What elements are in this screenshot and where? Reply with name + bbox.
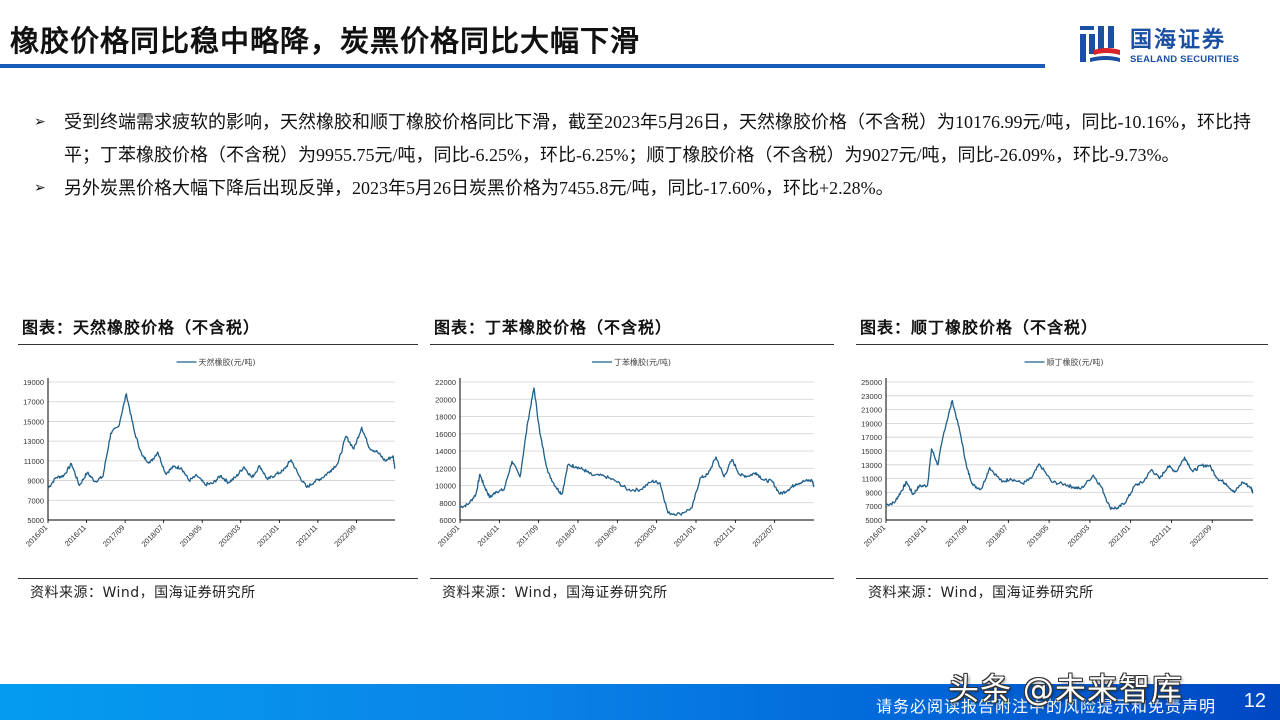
chart-top-rule [856, 344, 1268, 345]
page-number: 12 [1243, 690, 1266, 712]
x-tick-label: 2021/01 [672, 523, 698, 549]
y-tick-label: 7000 [27, 496, 44, 505]
x-tick-label: 2016/11 [903, 523, 928, 548]
bullet-item: ➢ 另外炭黑价格大幅下降后出现反弹，2023年5月26日炭黑价格为7455.8元… [32, 172, 1257, 205]
svg-text:丁苯橡胶(元/吨): 丁苯橡胶(元/吨) [614, 357, 671, 367]
chart-legend: 天然橡胶(元/吨) [176, 357, 256, 367]
x-tick-label: 2021/11 [1148, 523, 1173, 548]
y-tick-label: 11000 [862, 475, 882, 484]
x-tick-label: 2018/07 [984, 523, 1010, 549]
bullet-item: ➢ 受到终端需求疲软的影响，天然橡胶和顺丁橡胶价格同比下滑，截至2023年5月2… [32, 106, 1257, 172]
chart-title: 图表：丁苯橡胶价格（不含税） [434, 318, 673, 337]
y-tick-label: 8000 [439, 499, 456, 508]
chart-title: 图表：天然橡胶价格（不含税） [22, 318, 261, 337]
y-tick-label: 13000 [23, 437, 44, 446]
x-tick-label: 2022/07 [751, 523, 777, 549]
bullet-text: 另外炭黑价格大幅下降后出现反弹，2023年5月26日炭黑价格为7455.8元/吨… [64, 178, 894, 198]
x-tick-label: 2019/05 [178, 523, 204, 549]
line-chart: 顺丁橡胶(元/吨) 5000 7000 9000 11000 13000 15000 1700… [861, 357, 1254, 549]
sealand-logo-icon [1080, 26, 1120, 62]
x-tick-label: 2021/11 [712, 523, 737, 548]
chart-legend: 顺丁橡胶(元/吨) [1024, 357, 1104, 367]
line-chart: 丁苯橡胶(元/吨) 6000 8000 10000 12000 14000 16000 180… [435, 357, 815, 549]
x-tick-label: 2016/11 [63, 523, 88, 548]
y-tick-label: 5000 [865, 516, 882, 525]
y-tick-label: 11000 [24, 457, 44, 466]
chart-source: 资料来源：Wind，国海证券研究所 [868, 585, 1094, 601]
arrow-bullet-icon: ➢ [34, 115, 46, 130]
y-tick-label: 15000 [23, 417, 44, 426]
chart-bottom-rule [430, 578, 834, 579]
y-tick-label: 17000 [23, 398, 44, 407]
title-divider [0, 64, 1045, 68]
x-tick-label: 2016/01 [24, 523, 50, 549]
arrow-bullet-icon: ➢ [34, 181, 46, 196]
svg-text:天然橡胶(元/吨): 天然橡胶(元/吨) [199, 357, 256, 367]
x-tick-label: 2019/05 [1025, 523, 1051, 549]
x-tick-label: 2016/01 [862, 523, 888, 549]
y-tick-label: 23000 [861, 392, 882, 401]
logo-chinese-name: 国海证券 [1130, 28, 1227, 53]
chart-bottom-rule [18, 578, 418, 579]
line-chart: 天然橡胶(元/吨) 5000 7000 9000 11000 13000 15000 1700… [23, 357, 396, 549]
chart-legend: 丁苯橡胶(元/吨) [592, 357, 671, 367]
chart-top-rule [430, 344, 834, 345]
y-tick-label: 7000 [865, 502, 882, 511]
chart-top-rule [18, 344, 418, 345]
chart-source: 资料来源：Wind，国海证券研究所 [442, 585, 668, 601]
footer-disclaimer: 请务必阅读报告附注中的风险提示和免责声明 [875, 697, 1216, 716]
x-tick-label: 2022/09 [332, 523, 358, 549]
y-tick-label: 20000 [435, 395, 456, 404]
bullet-text: 受到终端需求疲软的影响，天然橡胶和顺丁橡胶价格同比下滑，截至2023年5月26日… [64, 112, 1251, 165]
svg-text:顺丁橡胶(元/吨): 顺丁橡胶(元/吨) [1047, 357, 1104, 367]
y-tick-label: 9000 [27, 477, 44, 486]
y-tick-label: 19000 [23, 378, 44, 387]
x-tick-label: 2021/01 [1107, 523, 1133, 549]
x-tick-label: 2018/07 [140, 523, 166, 549]
y-tick-label: 14000 [435, 447, 456, 456]
chart-panel-natural-rubber: 图表：天然橡胶价格（不含税） 天然橡胶(元/吨) 5000 7000 9000 1100… [8, 312, 418, 612]
y-tick-label: 12000 [435, 464, 456, 473]
y-tick-label: 10000 [435, 482, 456, 491]
logo-english-name: SEALAND SECURITIES [1130, 54, 1240, 65]
x-tick-label: 2021/01 [255, 523, 281, 549]
x-tick-label: 2017/09 [515, 523, 541, 549]
x-tick-label: 2019/05 [593, 523, 619, 549]
y-tick-label: 16000 [435, 430, 456, 439]
chart-panel-br-rubber: 图表：顺丁橡胶价格（不含税） 顺丁橡胶(元/吨) 5000 7000 9000 1100… [846, 312, 1271, 612]
x-tick-label: 2020/03 [217, 523, 243, 549]
company-logo: 国海证券 SEALAND SECURITIES [1078, 22, 1258, 72]
y-tick-label: 17000 [861, 433, 882, 442]
chart-bottom-rule [856, 578, 1268, 579]
y-tick-label: 25000 [861, 378, 882, 387]
y-tick-label: 6000 [439, 516, 456, 525]
y-tick-label: 15000 [861, 447, 882, 456]
chart-source: 资料来源：Wind，国海证券研究所 [30, 585, 256, 601]
y-tick-label: 19000 [861, 419, 882, 428]
x-tick-label: 2020/03 [1066, 523, 1092, 549]
x-tick-label: 2016/01 [436, 523, 462, 549]
y-tick-label: 22000 [435, 378, 456, 387]
y-tick-label: 13000 [861, 461, 882, 470]
y-tick-label: 5000 [27, 516, 44, 525]
x-tick-label: 2021/11 [294, 523, 319, 548]
x-tick-label: 2017/09 [943, 523, 969, 549]
x-tick-label: 2017/09 [101, 523, 127, 549]
y-tick-label: 9000 [865, 488, 882, 497]
x-tick-label: 2016/11 [476, 523, 501, 548]
series-line [885, 399, 1254, 510]
series-line [459, 387, 815, 516]
y-tick-label: 21000 [861, 406, 882, 415]
chart-panel-sbr-rubber: 图表：丁苯橡胶价格（不含税） 丁苯橡胶(元/吨) 6000 8000 10000 120… [420, 312, 834, 612]
chart-title: 图表：顺丁橡胶价格（不含税） [860, 318, 1099, 337]
watermark: 头条 @未来智库 [948, 672, 1183, 708]
x-tick-label: 2018/07 [554, 523, 580, 549]
footer-bar: 请务必阅读报告附注中的风险提示和免责声明 12 [0, 684, 1280, 720]
bullet-list: ➢ 受到终端需求疲软的影响，天然橡胶和顺丁橡胶价格同比下滑，截至2023年5月2… [32, 106, 1257, 205]
x-tick-label: 2020/03 [633, 523, 659, 549]
series-line [47, 393, 396, 489]
y-tick-label: 18000 [435, 413, 456, 422]
x-tick-label: 2022/09 [1188, 523, 1214, 549]
page-title: 橡胶价格同比稳中略降，炭黑价格同比大幅下滑 [10, 24, 641, 58]
